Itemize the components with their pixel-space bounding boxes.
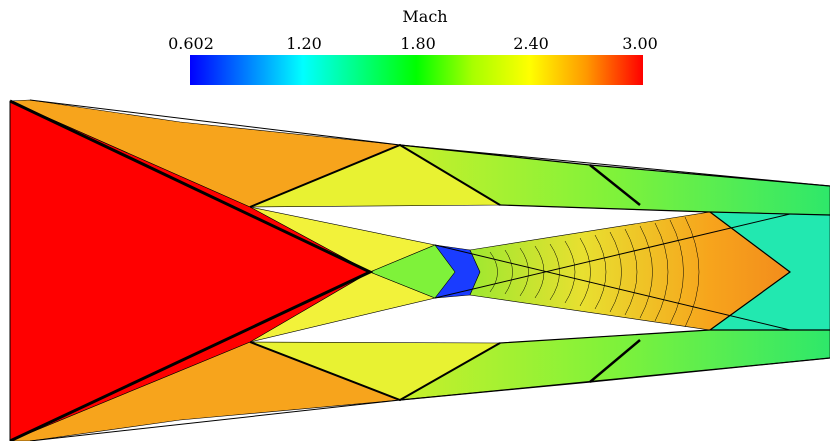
colorbar (190, 55, 643, 85)
shock-lines (9, 99, 830, 441)
colorbar-tick-label: 1.80 (400, 34, 436, 53)
flow-field (9, 99, 830, 441)
colorbar-tick-label: 3.00 (622, 34, 658, 53)
colorbar-tick-label: 1.20 (286, 34, 322, 53)
domain-boundary (9, 99, 830, 441)
core-contours (489, 216, 700, 328)
colorbar-tick-label: 0.602 (168, 34, 214, 53)
colorbar-tick-label: 2.40 (513, 34, 549, 53)
colorbar-label: Mach (402, 7, 448, 26)
